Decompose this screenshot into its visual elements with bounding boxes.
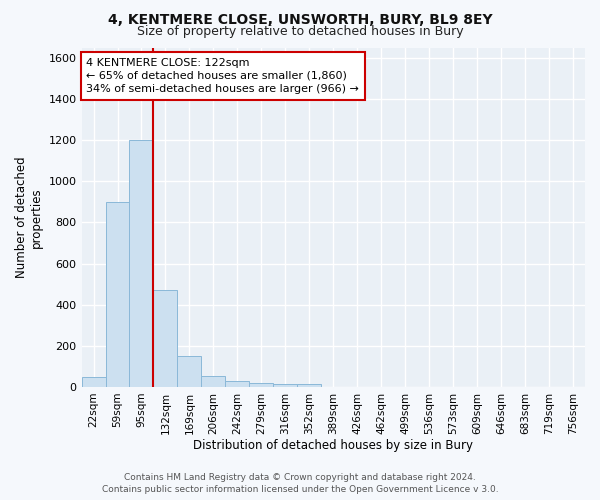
- X-axis label: Distribution of detached houses by size in Bury: Distribution of detached houses by size …: [193, 440, 473, 452]
- Bar: [154, 290, 178, 387]
- Bar: [82, 376, 106, 387]
- Bar: [202, 376, 226, 387]
- Text: 4, KENTMERE CLOSE, UNSWORTH, BURY, BL9 8EY: 4, KENTMERE CLOSE, UNSWORTH, BURY, BL9 8…: [107, 12, 493, 26]
- Bar: [298, 384, 321, 387]
- Text: 4 KENTMERE CLOSE: 122sqm
← 65% of detached houses are smaller (1,860)
34% of sem: 4 KENTMERE CLOSE: 122sqm ← 65% of detach…: [86, 58, 359, 94]
- Bar: [226, 381, 250, 387]
- Bar: [250, 383, 274, 387]
- Text: Size of property relative to detached houses in Bury: Size of property relative to detached ho…: [137, 25, 463, 38]
- Bar: [274, 384, 298, 387]
- Text: Contains HM Land Registry data © Crown copyright and database right 2024.
Contai: Contains HM Land Registry data © Crown c…: [101, 472, 499, 494]
- Bar: [130, 140, 154, 387]
- Bar: [106, 202, 130, 387]
- Bar: [178, 356, 202, 387]
- Y-axis label: Number of detached
properties: Number of detached properties: [15, 156, 43, 278]
